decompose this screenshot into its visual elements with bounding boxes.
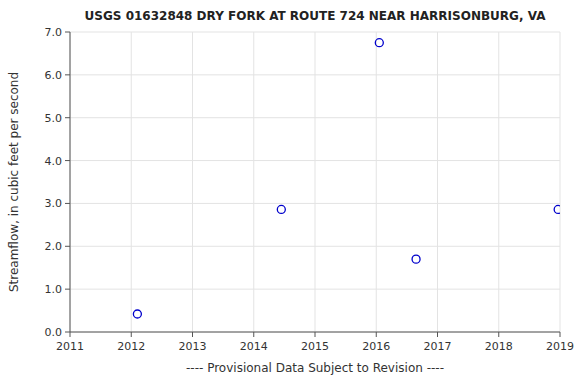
plot-area bbox=[70, 32, 560, 332]
y-tick bbox=[65, 203, 70, 204]
x-grid-line bbox=[131, 32, 132, 332]
y-tick-label: 1.0 bbox=[45, 283, 63, 296]
y-tick-label: 5.0 bbox=[45, 112, 63, 125]
x-tick-label: 2019 bbox=[546, 340, 574, 353]
x-grid-line bbox=[376, 32, 377, 332]
y-tick bbox=[65, 117, 70, 118]
y-tick-label: 7.0 bbox=[45, 26, 63, 39]
x-grid-line bbox=[315, 32, 316, 332]
point bbox=[375, 39, 383, 47]
y-tick bbox=[65, 32, 70, 33]
x-grid-line bbox=[70, 32, 71, 332]
x-axis-line bbox=[70, 332, 560, 333]
x-tick bbox=[376, 332, 377, 337]
x-grid-line bbox=[560, 32, 561, 332]
y-grid-line bbox=[70, 289, 560, 290]
points bbox=[133, 39, 560, 318]
y-grid-line bbox=[70, 74, 560, 75]
point bbox=[277, 205, 285, 213]
y-axis-line bbox=[70, 32, 71, 332]
y-tick bbox=[65, 74, 70, 75]
x-tick-label: 2012 bbox=[117, 340, 145, 353]
x-grid-line bbox=[437, 32, 438, 332]
point bbox=[412, 255, 420, 263]
y-tick-label: 0.0 bbox=[45, 326, 63, 339]
x-tick-label: 2015 bbox=[301, 340, 329, 353]
y-tick-label: 2.0 bbox=[45, 240, 63, 253]
x-tick bbox=[253, 332, 254, 337]
chart: 2011 2012 2013 2014 2015 2016 2017 2018 2019 0.0 1… bbox=[0, 0, 576, 384]
point bbox=[554, 205, 560, 213]
x-tick bbox=[192, 332, 193, 337]
x-tick bbox=[498, 332, 499, 337]
y-tick bbox=[65, 246, 70, 247]
y-grid-line bbox=[70, 160, 560, 161]
x-tick-label: 2011 bbox=[56, 340, 84, 353]
y-grid-line bbox=[70, 203, 560, 204]
x-tick bbox=[315, 332, 316, 337]
y-tick bbox=[65, 160, 70, 161]
x-tick bbox=[131, 332, 132, 337]
axes: 2011 2012 2013 2014 2015 2016 2017 2018 2019 0.0 1… bbox=[45, 26, 575, 353]
y-grid-line bbox=[70, 117, 560, 118]
x-tick bbox=[560, 332, 561, 337]
x-grid-line bbox=[253, 32, 254, 332]
x-tick-label: 2013 bbox=[179, 340, 207, 353]
y-tick-label: 4.0 bbox=[45, 155, 63, 168]
y-tick-label: 6.0 bbox=[45, 69, 63, 82]
x-tick-label: 2018 bbox=[485, 340, 513, 353]
y-axis-label: Streamflow, in cubic feet per second bbox=[7, 72, 21, 292]
x-axis-label: ---- Provisional Data Subject to Revisio… bbox=[186, 361, 444, 375]
y-grid-line bbox=[70, 332, 560, 333]
y-tick bbox=[65, 289, 70, 290]
point bbox=[133, 310, 141, 318]
title: USGS 01632848 DRY FORK AT ROUTE 724 NEAR… bbox=[85, 9, 547, 23]
grid bbox=[70, 32, 560, 332]
y-tick bbox=[65, 332, 70, 333]
x-tick-label: 2017 bbox=[424, 340, 452, 353]
y-grid-line bbox=[70, 246, 560, 247]
x-tick bbox=[70, 332, 71, 337]
x-tick-label: 2014 bbox=[240, 340, 268, 353]
x-tick-label: 2016 bbox=[362, 340, 390, 353]
x-grid-line bbox=[192, 32, 193, 332]
x-grid-line bbox=[498, 32, 499, 332]
x-tick bbox=[437, 332, 438, 337]
y-grid-line bbox=[70, 32, 560, 33]
y-tick-label: 3.0 bbox=[45, 197, 63, 210]
